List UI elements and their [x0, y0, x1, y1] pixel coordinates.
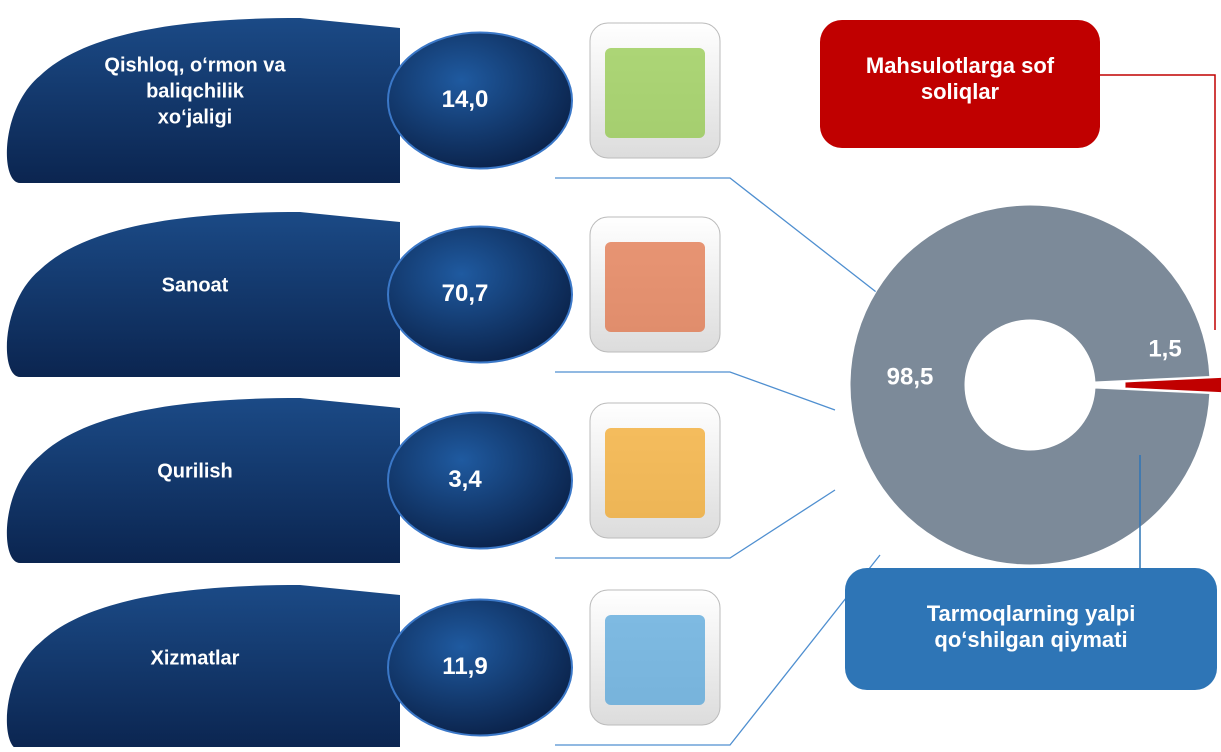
page: Qishloq, o‘rmon vabaliqchilikxo‘jaligi14… [0, 0, 1221, 747]
icon-art [605, 615, 705, 705]
sector-row: Xizmatlar 11,9 [7, 555, 880, 747]
sector-label: Qurilish [157, 461, 233, 483]
donut-value: 98,5 [887, 363, 934, 390]
sector-value: 11,9 [442, 653, 487, 680]
sector-row: Sanoat 70,7 [7, 212, 835, 410]
sector-label: Sanoat [162, 275, 229, 297]
sector-value: 3,4 [448, 466, 482, 493]
icon-art [605, 48, 705, 138]
sector-value: 70,7 [442, 280, 489, 307]
sector-row: Qurilish 3,4 [7, 398, 835, 563]
sector-value: 14,0 [442, 86, 489, 113]
icon-art [605, 242, 705, 332]
icon-art [605, 428, 705, 518]
donut-value: 1,5 [1148, 335, 1181, 362]
sector-label: Xizmatlar [151, 648, 240, 670]
